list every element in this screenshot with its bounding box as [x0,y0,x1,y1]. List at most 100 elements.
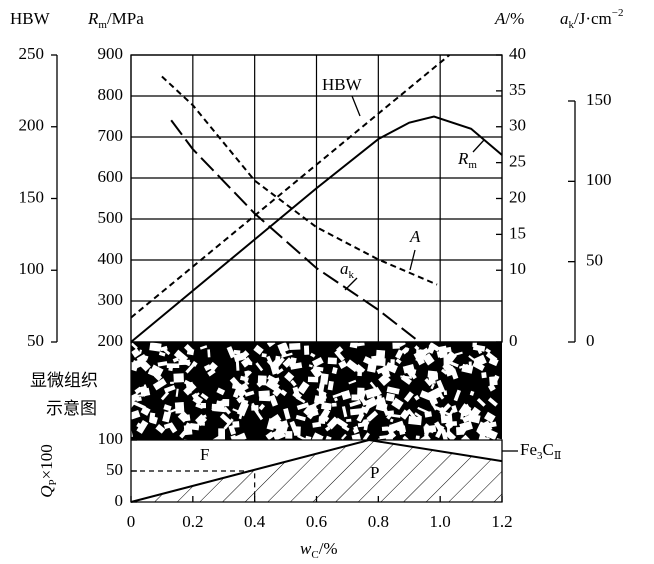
grain [353,425,358,430]
grain [131,429,132,437]
grain [163,404,172,412]
grain [312,400,321,408]
hbw-header: HBW [10,9,51,28]
grain [275,368,284,375]
y2-tick-label: 30 [509,116,526,135]
grain [244,370,252,379]
grain [381,426,389,432]
y-tick-label: 800 [98,85,124,104]
grain [149,415,158,425]
grain [147,368,158,377]
grain [271,377,280,383]
grain [435,406,441,411]
grain [155,424,166,434]
grain [253,344,264,355]
grain [336,346,344,354]
y-tick-label: 900 [98,44,124,63]
grain [428,342,440,352]
grain [213,407,226,413]
grain [152,378,167,391]
grain [211,403,221,410]
y2-tick-label: 0 [509,331,518,350]
grain [320,373,329,385]
y2-tick-label: 35 [509,80,526,99]
grain [377,395,382,404]
grain [323,392,327,399]
grain [290,362,303,370]
grain [472,344,486,352]
grain [362,399,372,406]
x-tick-label: 0.4 [244,512,266,531]
series-label: A [409,227,421,246]
grain [131,393,144,398]
grain [399,409,410,420]
grain [233,352,247,362]
grain [392,342,400,349]
grain [413,351,425,366]
grain [402,435,413,440]
y-tick-label: 500 [98,208,124,227]
grain [168,363,174,372]
grain [207,349,211,358]
grain [228,424,237,436]
grain [476,397,486,407]
grain [244,390,255,397]
grain [472,360,485,372]
label-part: C [543,440,554,459]
x-tick-label: 0.6 [306,512,327,531]
grain [131,395,132,409]
grain [131,409,141,420]
grain [427,425,435,434]
y-tick-label: 100 [98,429,124,448]
grain [355,366,362,373]
grain [149,342,162,352]
grain [172,357,179,363]
grain [461,363,474,374]
grain [487,421,497,428]
grain [349,400,362,407]
series-label: HBW [322,75,363,94]
grain [203,364,212,372]
grain [266,342,276,348]
y3-tick-label: 50 [27,331,44,350]
grain [434,388,445,400]
grain [290,379,297,387]
grain [265,378,280,392]
grain [447,424,450,434]
grain [427,392,439,406]
x-label: wC/% [300,539,338,561]
grain [439,427,445,434]
grain [312,421,322,428]
grain [142,407,148,414]
grain [461,407,467,417]
grain [485,351,498,363]
grain [238,408,244,420]
grain [131,359,141,368]
grain [283,408,291,420]
grain [140,387,151,397]
grain [453,389,461,402]
grain [359,406,366,416]
grain [277,422,289,434]
grain [340,390,352,401]
grain [327,380,334,391]
grain [327,357,337,365]
series-line [170,119,417,340]
grain [468,406,481,420]
grain [484,411,496,423]
grain [311,356,324,368]
y4-tick-label: 150 [586,90,612,109]
grain [366,410,379,422]
a-header: A/% [494,9,524,28]
grain [373,386,382,396]
y3-tick-label: 200 [19,116,45,135]
y4-tick-label: 0 [586,331,595,350]
region-label: F [200,445,209,464]
grain [469,390,475,396]
grain [149,364,164,378]
series-line [130,54,451,319]
grain [289,420,299,434]
grain [297,381,310,395]
grain [310,352,316,358]
grain [460,423,470,435]
